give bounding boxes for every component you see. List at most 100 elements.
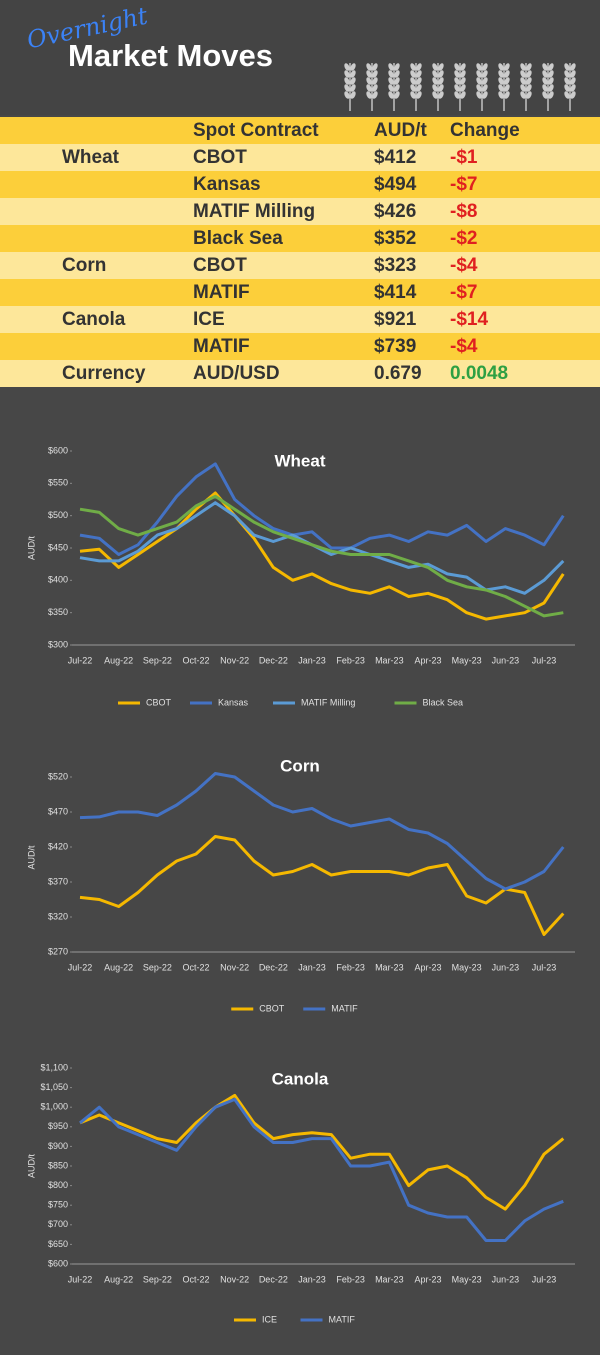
series-line: [79, 494, 564, 618]
table-cell: -$4: [450, 255, 478, 276]
table-row: Black Sea $352 -$2: [0, 225, 600, 252]
table-cell: -$14: [450, 309, 489, 330]
y-tick-label: $350: [48, 607, 68, 617]
x-tick-label: Jul-23: [532, 962, 557, 972]
y-tick-label: $400: [48, 575, 68, 585]
x-tick-label: Jun-23: [492, 962, 520, 972]
legend-label: MATIF Milling: [301, 697, 355, 707]
x-tick-label: Oct-22: [182, 1274, 209, 1284]
x-tick-label: May-23: [452, 962, 482, 972]
x-tick-label: Oct-22: [182, 962, 209, 972]
table-row: Canola ICE $921 -$14: [0, 306, 600, 333]
table-cell: Canola: [62, 309, 126, 330]
table-cell: Change: [450, 120, 520, 141]
x-tick-label: Jan-23: [298, 962, 326, 972]
table-cell: AUD/t: [374, 120, 427, 141]
y-tick-label: $1,050: [40, 1082, 68, 1092]
x-tick-label: Aug-22: [104, 655, 133, 665]
table-cell: -$8: [450, 201, 478, 222]
x-tick-label: Jun-23: [492, 655, 520, 665]
x-tick-label: Jan-23: [298, 655, 326, 665]
y-tick-label: $850: [48, 1160, 68, 1170]
table-cell: CBOT: [193, 147, 247, 168]
series-line: [79, 772, 565, 891]
y-tick-label: $600: [48, 1258, 68, 1268]
x-tick-label: Aug-22: [104, 962, 133, 972]
y-tick-label: $800: [48, 1180, 68, 1190]
table-cell: MATIF: [193, 336, 250, 357]
header-title: Market Moves: [68, 38, 274, 73]
table-row: Kansas $494 -$7: [0, 171, 600, 198]
x-tick-label: Jul-22: [68, 1274, 93, 1284]
x-tick-label: Jul-22: [68, 655, 93, 665]
table-cell: 0.679: [374, 363, 422, 384]
table-row: Corn CBOT $323 -$4: [0, 252, 600, 279]
y-tick-label: $270: [48, 946, 68, 956]
x-tick-label: Feb-23: [336, 655, 365, 665]
y-tick-label: $450: [48, 542, 68, 552]
x-tick-label: Dec-22: [259, 655, 288, 665]
y-tick-label: $320: [48, 911, 68, 921]
header: Overnight Market Moves: [0, 0, 600, 115]
y-tick-label: $470: [48, 806, 68, 816]
x-tick-label: Mar-23: [375, 655, 404, 665]
y-tick-label: $300: [48, 639, 68, 649]
y-tick-label: $550: [48, 478, 68, 488]
table-cell: Wheat: [62, 147, 119, 168]
chart-title: Wheat: [275, 451, 326, 470]
table-row: MATIF $739 -$4: [0, 333, 600, 360]
x-tick-label: Mar-23: [375, 1274, 404, 1284]
table-cell: Corn: [62, 255, 107, 276]
table: Spot Contract AUD/t Change Wheat CBOT $412 -$1…: [0, 117, 600, 387]
table-row: Currency AUD/USD 0.679 0.0048: [0, 360, 600, 387]
table-cell: MATIF Milling: [193, 201, 316, 222]
x-tick-label: May-23: [452, 655, 482, 665]
y-axis-title: AUD/t: [26, 536, 36, 561]
table-cell: -$7: [450, 174, 478, 195]
legend-label: Kansas: [218, 697, 249, 707]
table-row: Wheat CBOT $412 -$1: [0, 144, 600, 171]
table-cell: ICE: [193, 309, 225, 330]
x-tick-label: Dec-22: [259, 1274, 288, 1284]
x-tick-label: Jun-23: [492, 1274, 520, 1284]
chart-title: Canola: [272, 1069, 329, 1088]
table-cell: -$7: [450, 282, 478, 303]
series-line: [79, 491, 565, 621]
x-tick-label: Aug-22: [104, 1274, 133, 1284]
table-cell: CBOT: [193, 255, 247, 276]
table-cell: $494: [374, 174, 417, 195]
x-tick-label: Nov-22: [220, 1274, 249, 1284]
x-tick-label: Mar-23: [375, 962, 404, 972]
x-tick-label: Feb-23: [336, 1274, 365, 1284]
legend-label: Black Sea: [423, 697, 464, 707]
table-cell: Kansas: [193, 174, 261, 195]
wheat-icons: [344, 63, 576, 111]
x-tick-label: Apr-23: [414, 655, 441, 665]
x-tick-label: Jul-23: [532, 655, 557, 665]
x-tick-label: Jul-23: [532, 1274, 557, 1284]
y-tick-label: $600: [48, 445, 68, 455]
x-tick-label: May-23: [452, 1274, 482, 1284]
x-tick-label: Apr-23: [414, 1274, 441, 1284]
table-cell: $426: [374, 201, 417, 222]
y-tick-label: $700: [48, 1219, 68, 1229]
y-tick-label: $650: [48, 1239, 68, 1249]
y-tick-label: $950: [48, 1121, 68, 1131]
x-tick-label: Nov-22: [220, 962, 249, 972]
table-cell: $739: [374, 336, 417, 357]
legend-label: CBOT: [259, 1003, 285, 1013]
table-cell: -$2: [450, 228, 478, 249]
x-tick-label: Sep-22: [143, 962, 172, 972]
table-cell: $414: [374, 282, 417, 303]
y-axis-title: AUD/t: [26, 1154, 36, 1179]
table-cell: AUD/USD: [193, 363, 280, 384]
x-tick-label: Feb-23: [336, 962, 365, 972]
table-cell: 0.0048: [450, 363, 509, 384]
series-line: [79, 1093, 565, 1211]
x-tick-label: Nov-22: [220, 655, 249, 665]
legend-label: MATIF: [331, 1003, 358, 1013]
legend-label: CBOT: [146, 697, 172, 707]
y-tick-label: $370: [48, 876, 68, 886]
